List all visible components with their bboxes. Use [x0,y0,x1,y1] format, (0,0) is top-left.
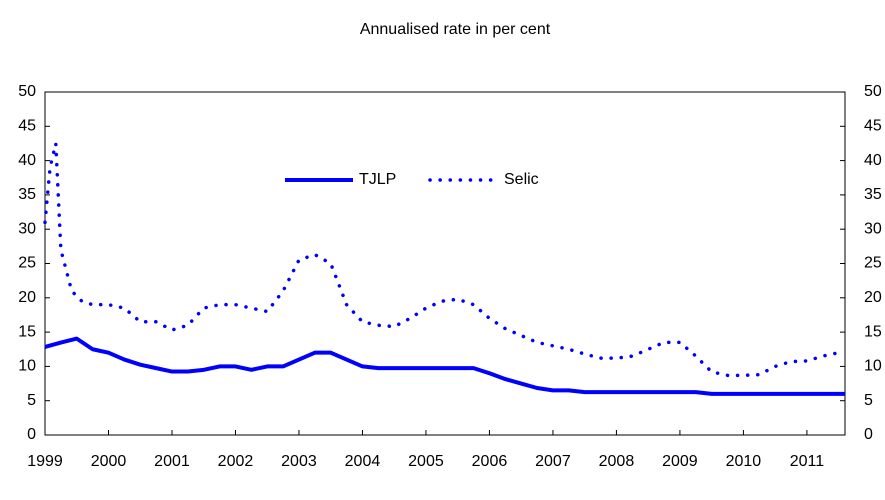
x-tick-label: 2002 [218,453,254,470]
y-tick-label: 5 [27,392,36,409]
x-tick-label: 2009 [662,453,698,470]
x-tick-label: 2005 [408,453,444,470]
y-tick-label: 50 [18,83,36,100]
x-tick-label: 2001 [154,453,190,470]
y-tick-label: 10 [18,358,36,375]
x-tick-label: 2004 [345,453,381,470]
x-tick-label: 2007 [535,453,571,470]
y2-tick-label: 10 [864,358,882,375]
x-tick-label: 1999 [27,453,63,470]
y-tick-label: 0 [27,426,36,443]
y-tick-label: 15 [18,323,36,340]
series-line [43,143,841,378]
y2-tick-label: 15 [864,323,882,340]
series-line [44,336,845,396]
x-tick-label: 2006 [472,453,508,470]
y2-tick-label: 25 [864,255,882,272]
y-tick-label: 20 [18,289,36,306]
y2-tick-label: 30 [864,220,882,237]
y-tick-label: 35 [18,186,36,203]
y-tick-label: 45 [18,118,36,135]
legend-label: TJLP [359,171,396,188]
x-tick-label: 2003 [281,453,317,470]
y2-tick-label: 35 [864,186,882,203]
y2-tick-label: 45 [864,118,882,135]
y2-tick-label: 50 [864,83,882,100]
x-tick-label: 2000 [91,453,127,470]
chart-title: Annualised rate in per cent [360,21,551,38]
y2-tick-label: 20 [864,289,882,306]
legend-label: Selic [504,171,539,188]
y-tick-label: 40 [18,152,36,169]
y-tick-label: 25 [18,255,36,272]
y2-tick-label: 40 [864,152,882,169]
x-tick-label: 2011 [790,453,825,470]
y2-tick-label: 5 [864,392,873,409]
y-tick-label: 30 [18,220,36,237]
x-tick-label: 2008 [599,453,635,470]
x-tick-label: 2010 [726,453,762,470]
y2-tick-label: 0 [864,426,873,443]
plot-frame [44,91,846,436]
